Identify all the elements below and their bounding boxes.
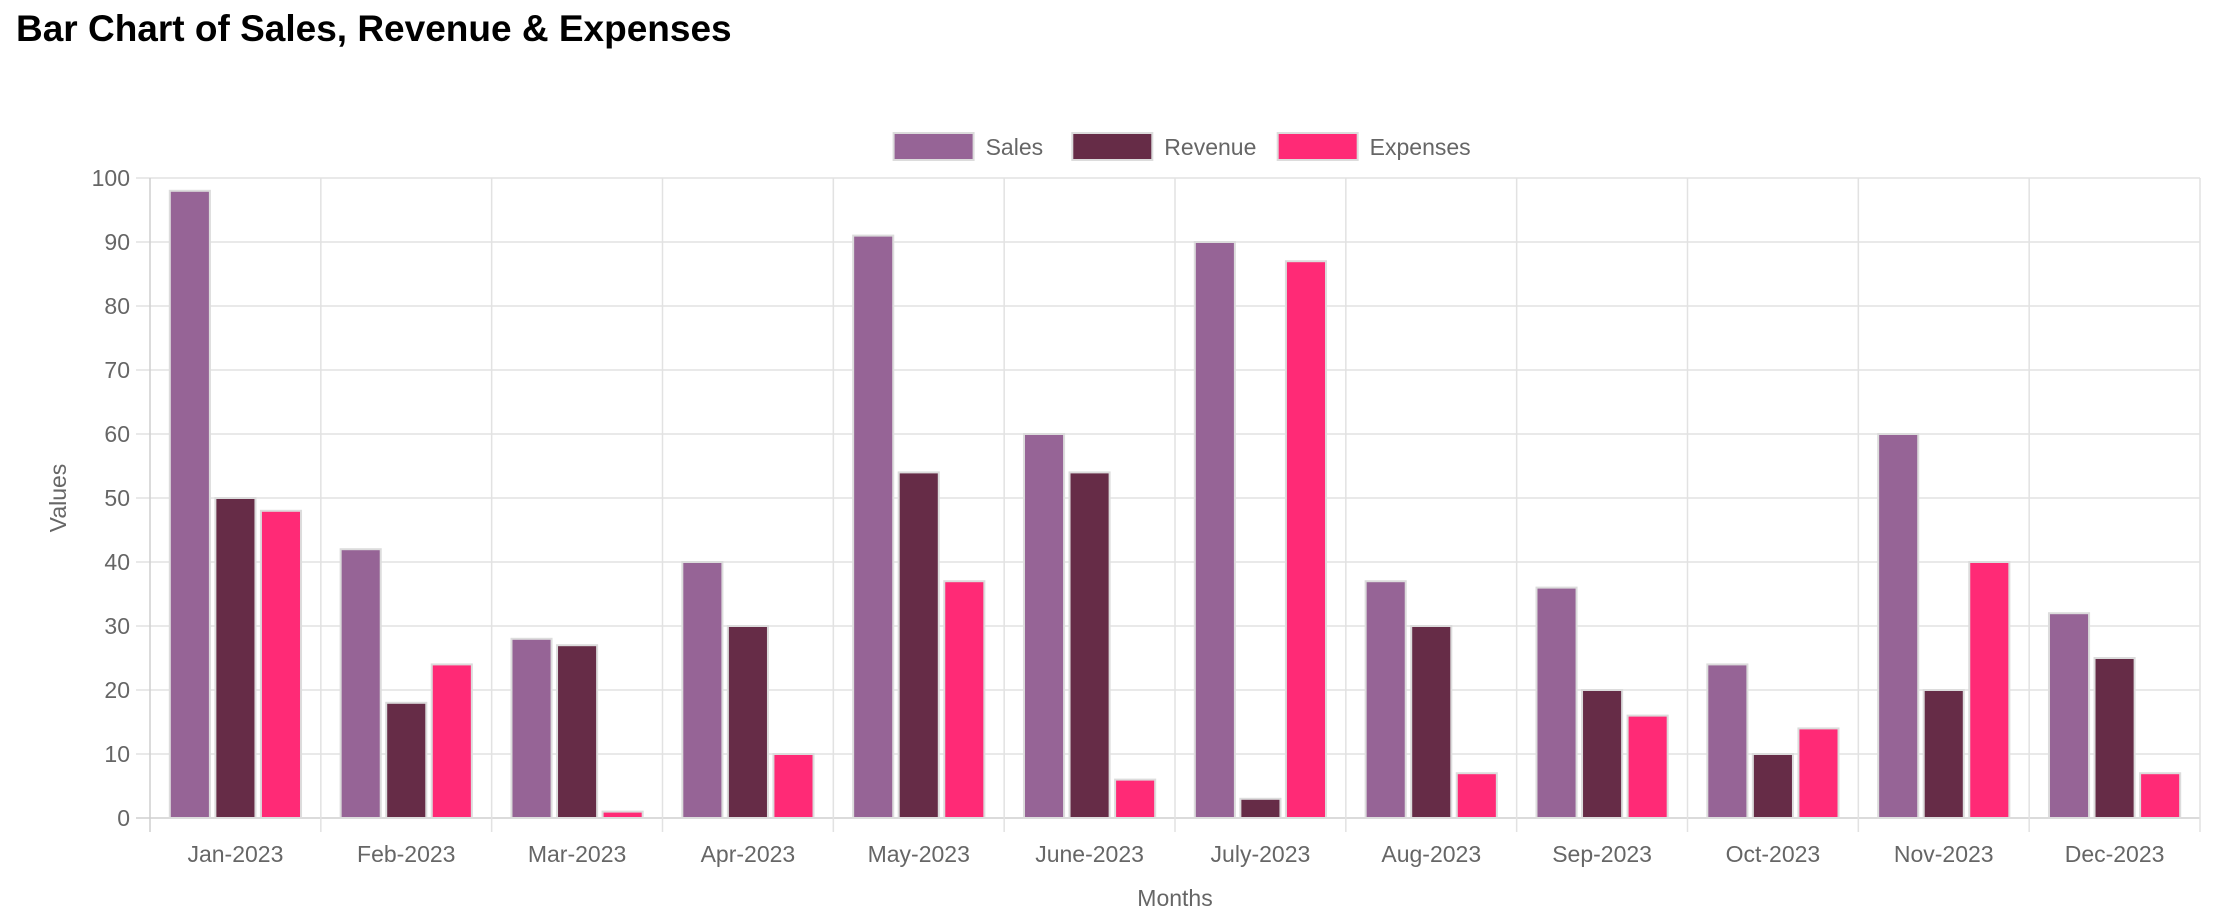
y-tick-label: 20 bbox=[104, 677, 130, 703]
bar-expenses[interactable] bbox=[601, 810, 644, 819]
x-tick-label: Jan-2023 bbox=[187, 841, 283, 867]
x-tick-label: May-2023 bbox=[868, 841, 970, 867]
bar-revenue[interactable] bbox=[1068, 471, 1111, 819]
x-tick-label: Dec-2023 bbox=[2065, 841, 2165, 867]
x-tick-label: Oct-2023 bbox=[1726, 841, 1821, 867]
bar-sales[interactable] bbox=[1193, 241, 1236, 819]
x-axis-title: Months bbox=[1137, 885, 1212, 911]
bar-revenue[interactable] bbox=[385, 701, 428, 819]
bar-expenses[interactable] bbox=[1797, 727, 1840, 820]
bar-revenue[interactable] bbox=[2093, 657, 2136, 819]
y-tick-label: 70 bbox=[104, 357, 130, 383]
bar-expenses[interactable] bbox=[943, 580, 986, 820]
bar-revenue[interactable] bbox=[556, 644, 599, 820]
bar-expenses[interactable] bbox=[1455, 772, 1498, 820]
page-title: Bar Chart of Sales, Revenue & Expenses bbox=[16, 8, 732, 49]
bar-sales[interactable] bbox=[1364, 580, 1407, 820]
bar-revenue[interactable] bbox=[726, 625, 769, 819]
bar-expenses[interactable] bbox=[1284, 260, 1328, 819]
x-tick-label: Feb-2023 bbox=[357, 841, 455, 867]
legend-label: Expenses bbox=[1370, 134, 1471, 160]
bar-sales[interactable] bbox=[1877, 433, 1920, 819]
y-tick-label: 90 bbox=[104, 229, 130, 255]
bar-revenue[interactable] bbox=[214, 497, 257, 819]
bar-expenses[interactable] bbox=[772, 753, 815, 819]
bar-expenses[interactable] bbox=[1626, 714, 1669, 819]
y-tick-label: 30 bbox=[104, 613, 130, 639]
y-tick-label: 10 bbox=[104, 741, 130, 767]
bar-sales[interactable] bbox=[168, 189, 211, 820]
y-tick-label: 50 bbox=[104, 485, 130, 511]
bar-sales[interactable] bbox=[339, 548, 382, 819]
bar-expenses[interactable] bbox=[1968, 561, 2011, 819]
x-tick-label: Nov-2023 bbox=[1894, 841, 1994, 867]
axes: 0 10 20 30 40 50 60 70 80 90 100 Jan-2023 Feb-2023 Ma… bbox=[92, 165, 2165, 867]
bar-expenses[interactable] bbox=[430, 663, 473, 820]
x-tick-label: Sep-2023 bbox=[1552, 841, 1652, 867]
bar-sales[interactable] bbox=[852, 234, 895, 820]
y-tick-label: 100 bbox=[92, 165, 130, 191]
bar-sales[interactable] bbox=[1535, 586, 1578, 819]
legend-item-expenses[interactable]: Expenses bbox=[1276, 132, 1471, 161]
legend-swatch bbox=[1276, 132, 1359, 161]
legend-label: Revenue bbox=[1164, 134, 1256, 160]
bar-revenue[interactable] bbox=[1581, 689, 1624, 819]
y-tick-label: 60 bbox=[104, 421, 130, 447]
legend-swatch bbox=[1071, 132, 1154, 161]
y-axis-title: Values bbox=[45, 464, 71, 533]
bars bbox=[168, 189, 2182, 820]
bar-revenue[interactable] bbox=[1410, 625, 1453, 819]
bar-sales[interactable] bbox=[2047, 612, 2091, 820]
bar-revenue[interactable] bbox=[1751, 753, 1794, 819]
bar-expenses[interactable] bbox=[2139, 772, 2182, 820]
x-tick-label: July-2023 bbox=[1211, 841, 1311, 867]
y-tick-label: 80 bbox=[104, 293, 130, 319]
bar-sales[interactable] bbox=[681, 561, 724, 819]
bar-expenses[interactable] bbox=[259, 509, 303, 819]
legend: Sales Revenue Expenses bbox=[892, 132, 1471, 161]
bar-sales[interactable] bbox=[1706, 663, 1749, 820]
bar-sales[interactable] bbox=[510, 637, 553, 819]
x-tick-label: Apr-2023 bbox=[701, 841, 796, 867]
bar-revenue[interactable] bbox=[1922, 689, 1965, 819]
y-tick-label: 0 bbox=[117, 805, 130, 831]
x-tick-label: Mar-2023 bbox=[528, 841, 626, 867]
bar-revenue[interactable] bbox=[1239, 797, 1282, 819]
legend-label: Sales bbox=[986, 134, 1044, 160]
grid-lines bbox=[136, 177, 2201, 832]
legend-item-sales[interactable]: Sales bbox=[892, 132, 1044, 161]
y-tick-label: 40 bbox=[104, 549, 130, 575]
bar-expenses[interactable] bbox=[1114, 778, 1157, 819]
bar-sales[interactable] bbox=[1022, 433, 1066, 819]
legend-item-revenue[interactable]: Revenue bbox=[1071, 132, 1256, 161]
bar-revenue[interactable] bbox=[897, 471, 940, 819]
x-tick-label: Aug-2023 bbox=[1381, 841, 1481, 867]
legend-swatch bbox=[892, 132, 975, 161]
x-tick-label: June-2023 bbox=[1035, 841, 1144, 867]
